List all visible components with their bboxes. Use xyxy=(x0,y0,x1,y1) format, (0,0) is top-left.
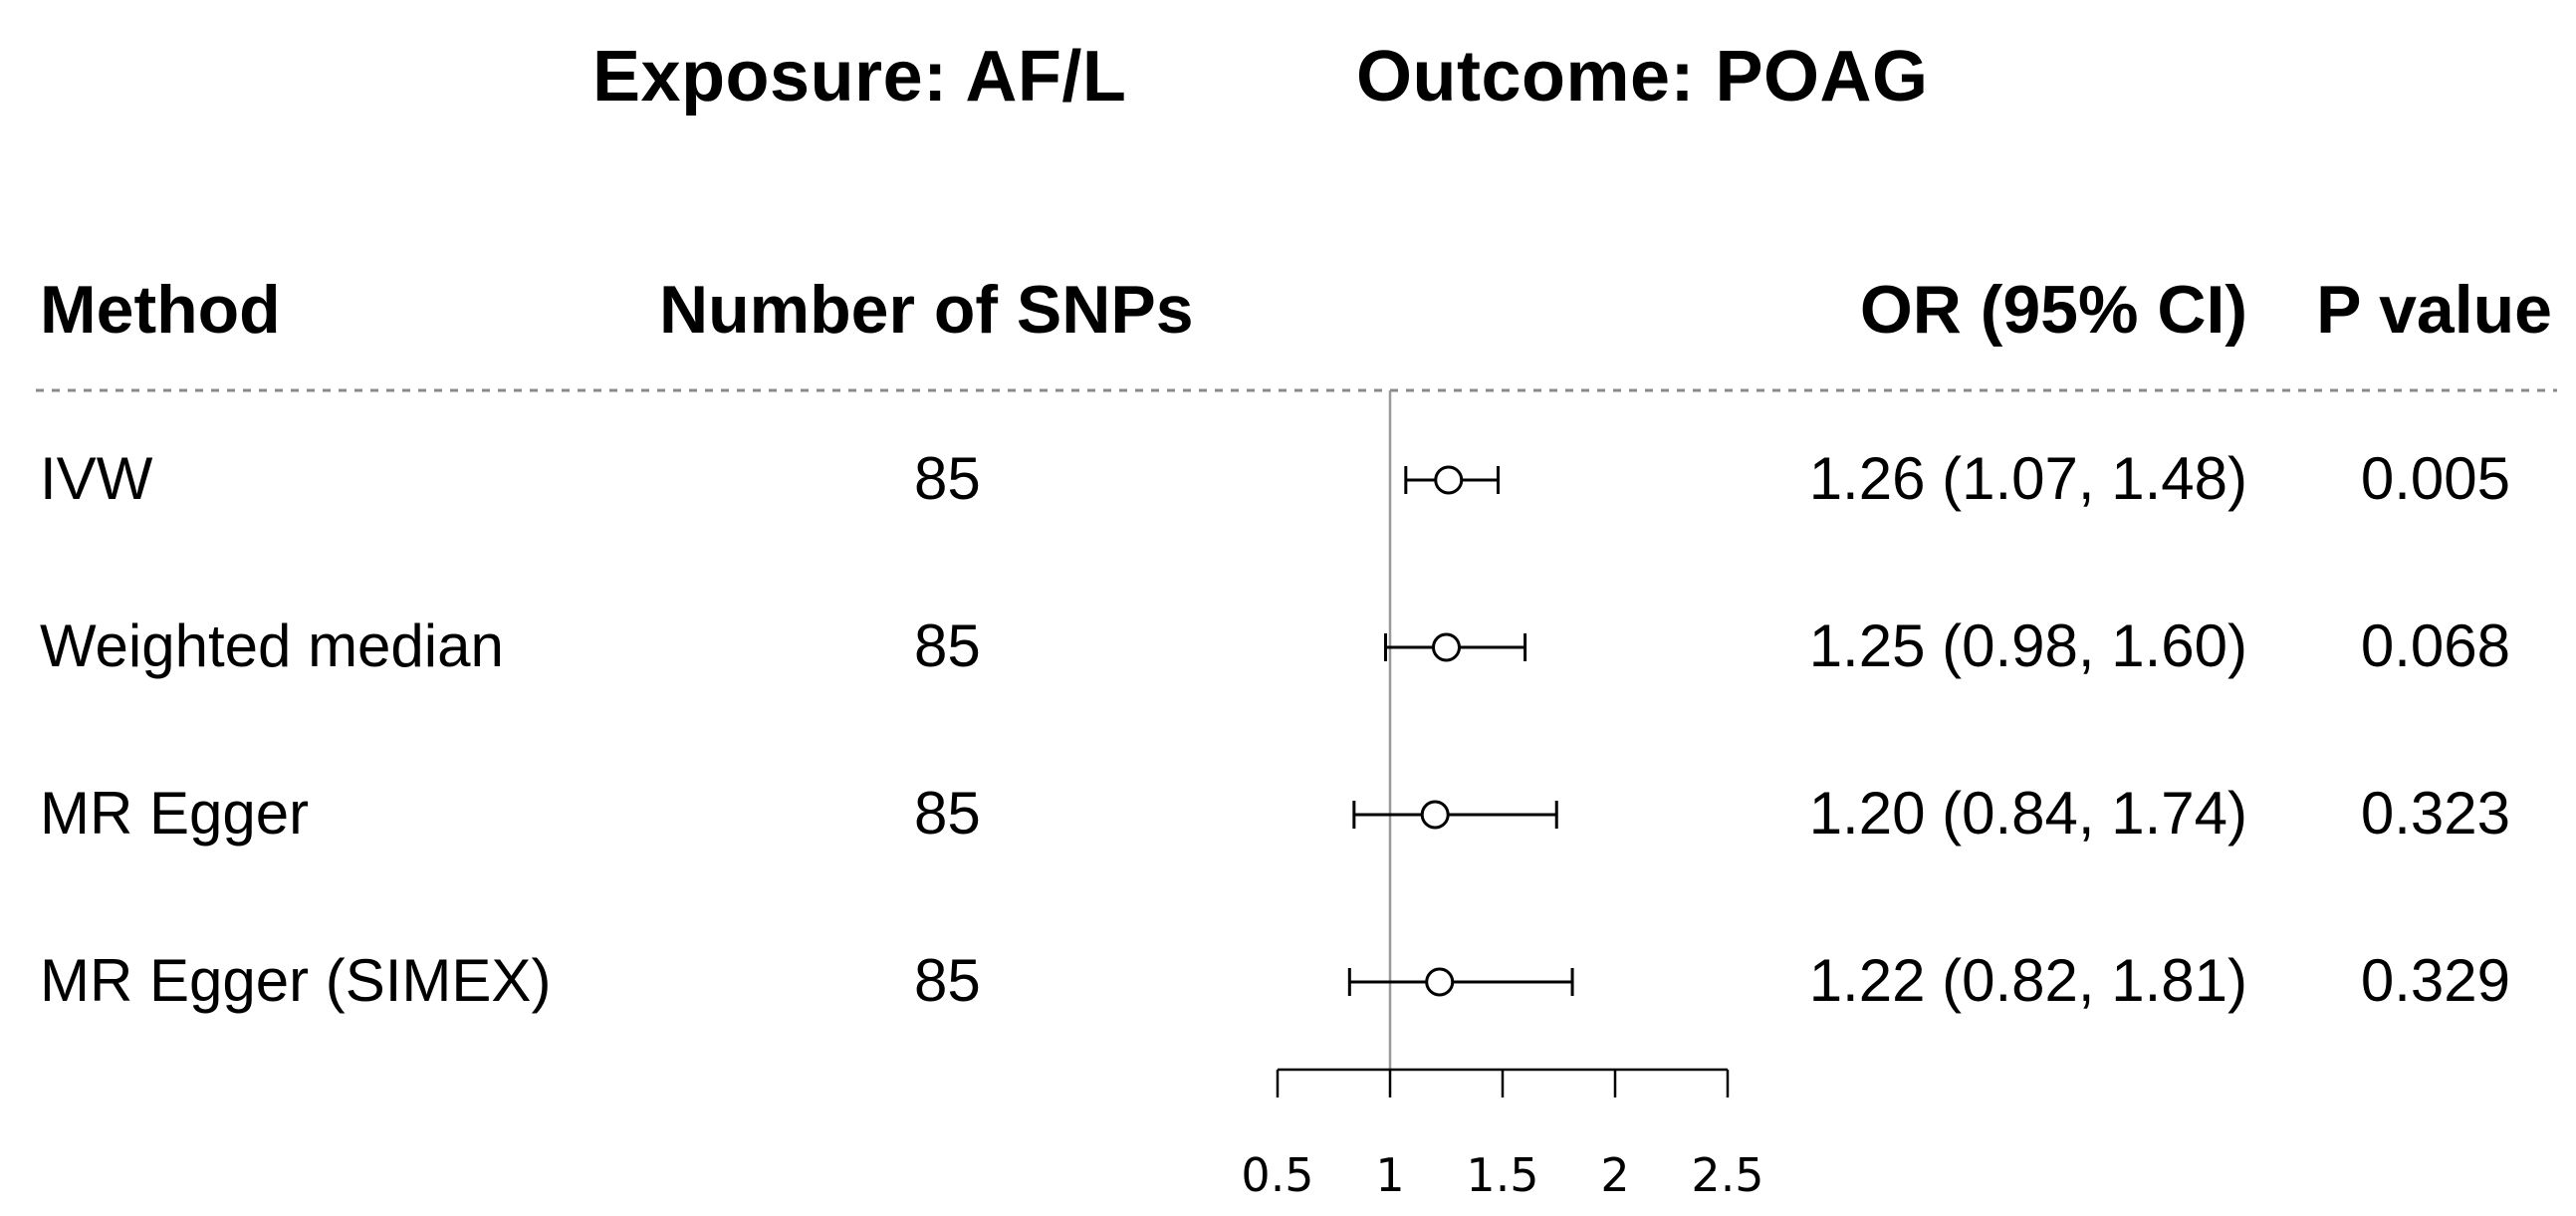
or-ci-text: 1.26 (1.07, 1.48) xyxy=(1808,445,2247,512)
p-value: 0.329 xyxy=(2360,947,2510,1014)
snp-count: 85 xyxy=(914,612,981,679)
table-row: Weighted median 85 1.25 (0.98, 1.60) 0.0… xyxy=(0,611,2576,691)
x-axis-tick-label: 2 xyxy=(1600,1148,1629,1202)
p-value: 0.323 xyxy=(2360,780,2510,847)
header-number-of-snps: Number of SNPs xyxy=(659,272,1194,348)
method-label: MR Egger (SIMEX) xyxy=(40,947,552,1014)
table-row: MR Egger 85 1.20 (0.84, 1.74) 0.323 xyxy=(0,779,2576,858)
method-label: MR Egger xyxy=(40,780,310,847)
chart-title-exposure: Exposure: AF/L xyxy=(592,37,1127,117)
method-label: IVW xyxy=(40,445,153,512)
or-ci-text: 1.22 (0.82, 1.81) xyxy=(1808,947,2247,1014)
point-estimate xyxy=(1420,800,1450,830)
table-row: MR Egger (SIMEX) 85 1.22 (0.82, 1.81) 0.… xyxy=(0,946,2576,1026)
x-axis-tick-label: 0.5 xyxy=(1241,1148,1313,1202)
table-row: IVW 85 1.26 (1.07, 1.48) 0.005 xyxy=(0,444,2576,524)
or-ci-text: 1.25 (0.98, 1.60) xyxy=(1808,612,2247,679)
x-axis-tick-label: 2.5 xyxy=(1691,1148,1763,1202)
snp-count: 85 xyxy=(914,947,981,1014)
chart-title-outcome: Outcome: POAG xyxy=(1356,37,1929,117)
p-value: 0.005 xyxy=(2360,445,2510,512)
header-p-value: P value xyxy=(2316,272,2552,348)
snp-count: 85 xyxy=(914,780,981,847)
method-label: Weighted median xyxy=(40,612,504,679)
header-or-ci: OR (95% CI) xyxy=(1859,272,2247,348)
header-method: Method xyxy=(40,272,281,348)
p-value: 0.068 xyxy=(2360,612,2510,679)
snp-count: 85 xyxy=(914,445,981,512)
point-estimate xyxy=(1425,967,1455,997)
or-ci-text: 1.20 (0.84, 1.74) xyxy=(1808,780,2247,847)
x-axis-tick-label: 1.5 xyxy=(1466,1148,1538,1202)
point-estimate xyxy=(1434,465,1464,495)
x-axis-tick-label: 1 xyxy=(1375,1148,1404,1202)
point-estimate xyxy=(1432,632,1461,662)
forest-plot-layer: 0.5 1 1.5 2 2.5 xyxy=(1241,390,1764,1202)
